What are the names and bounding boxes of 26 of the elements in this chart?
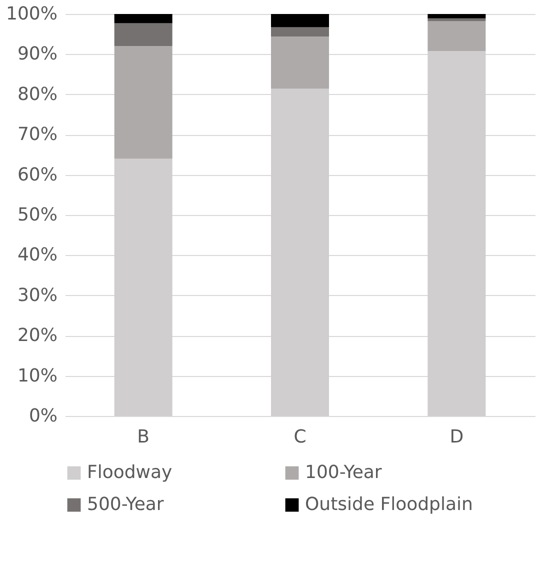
bar bbox=[114, 46, 172, 159]
x-tick-label: B bbox=[137, 426, 150, 448]
legend-label: Outside Floodplain bbox=[305, 494, 473, 515]
x-tick-label: C bbox=[294, 426, 306, 448]
y-tick-label: 40% bbox=[17, 244, 58, 266]
y-tick-label: 50% bbox=[17, 204, 58, 226]
legend-label: Floodway bbox=[87, 462, 173, 483]
bar bbox=[271, 27, 329, 37]
bar bbox=[114, 23, 172, 46]
bar bbox=[271, 36, 329, 89]
bar bbox=[428, 21, 486, 51]
y-tick-label: 100% bbox=[6, 4, 58, 24]
x-tick-label: D bbox=[450, 426, 464, 448]
y-tick-label: 80% bbox=[17, 84, 58, 105]
y-tick-label: 0% bbox=[28, 406, 58, 426]
bar bbox=[271, 14, 329, 28]
bar bbox=[428, 14, 486, 18]
legend-label: 100-Year bbox=[305, 462, 382, 483]
y-tick-label: 30% bbox=[17, 284, 58, 306]
y-tick-label: 60% bbox=[17, 164, 58, 186]
legend-label: 500-Year bbox=[87, 494, 164, 515]
y-tick-label: 10% bbox=[17, 365, 58, 386]
y-tick-label: 20% bbox=[17, 325, 58, 346]
y-tick-label: 90% bbox=[17, 44, 58, 65]
y-tick-label: 70% bbox=[17, 124, 58, 146]
bar bbox=[114, 14, 172, 24]
